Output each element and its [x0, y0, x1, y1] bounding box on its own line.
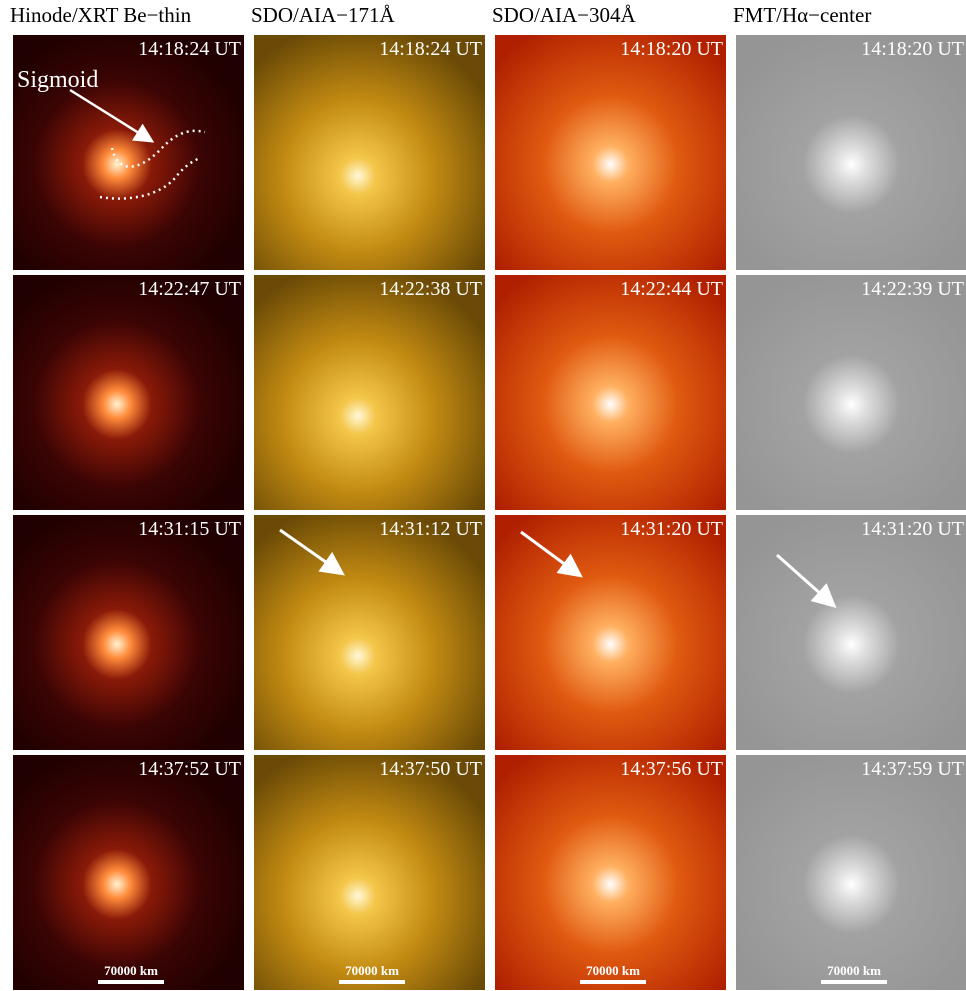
solar-image [495, 275, 726, 510]
solar-image [13, 515, 244, 750]
solar-image [495, 755, 726, 990]
timestamp: 14:22:47 UT [138, 278, 241, 300]
solar-image [13, 275, 244, 510]
column-header: FMT/Hα−center [733, 3, 871, 27]
figure: Hinode/XRT Be−thin SDO/AIA−171Å SDO/AIA−30… [0, 0, 966, 991]
timestamp: 14:31:15 UT [138, 518, 241, 540]
timestamp: 14:18:24 UT [138, 38, 241, 60]
timestamp: 14:31:12 UT [379, 518, 482, 540]
scale-bar [580, 980, 646, 984]
scale-bar [98, 980, 164, 984]
timestamp: 14:22:38 UT [379, 278, 482, 300]
solar-image [13, 755, 244, 990]
timestamp: 14:18:20 UT [620, 38, 723, 60]
timestamp: 14:31:20 UT [620, 518, 723, 540]
timestamp: 14:37:56 UT [620, 758, 723, 780]
solar-image [254, 275, 485, 510]
solar-image [736, 35, 966, 270]
timestamp: 14:22:39 UT [861, 278, 964, 300]
scale-bar [339, 980, 405, 984]
timestamp: 14:31:20 UT [861, 518, 964, 540]
timestamp: 14:37:50 UT [379, 758, 482, 780]
solar-image [736, 515, 966, 750]
timestamp: 14:37:59 UT [861, 758, 964, 780]
solar-image [254, 515, 485, 750]
column-header: SDO/AIA−171Å [251, 3, 396, 27]
solar-image [495, 35, 726, 270]
timestamp: 14:22:44 UT [620, 278, 723, 300]
annotation: Sigmoid [17, 67, 98, 93]
scale-bar [821, 980, 887, 984]
column-header: SDO/AIA−304Å [492, 3, 637, 27]
solar-image [495, 515, 726, 750]
solar-image [254, 35, 485, 270]
scale-bar-label: 70000 km [345, 963, 399, 978]
scale-bar-label: 70000 km [586, 963, 640, 978]
timestamp: 14:18:24 UT [379, 38, 482, 60]
timestamp: 14:18:20 UT [861, 38, 964, 60]
column-header: Hinode/XRT Be−thin [10, 3, 192, 27]
timestamp: 14:37:52 UT [138, 758, 241, 780]
solar-image [736, 755, 966, 990]
scale-bar-label: 70000 km [827, 963, 881, 978]
solar-image [736, 275, 966, 510]
scale-bar-label: 70000 km [104, 963, 158, 978]
solar-image [254, 755, 485, 990]
